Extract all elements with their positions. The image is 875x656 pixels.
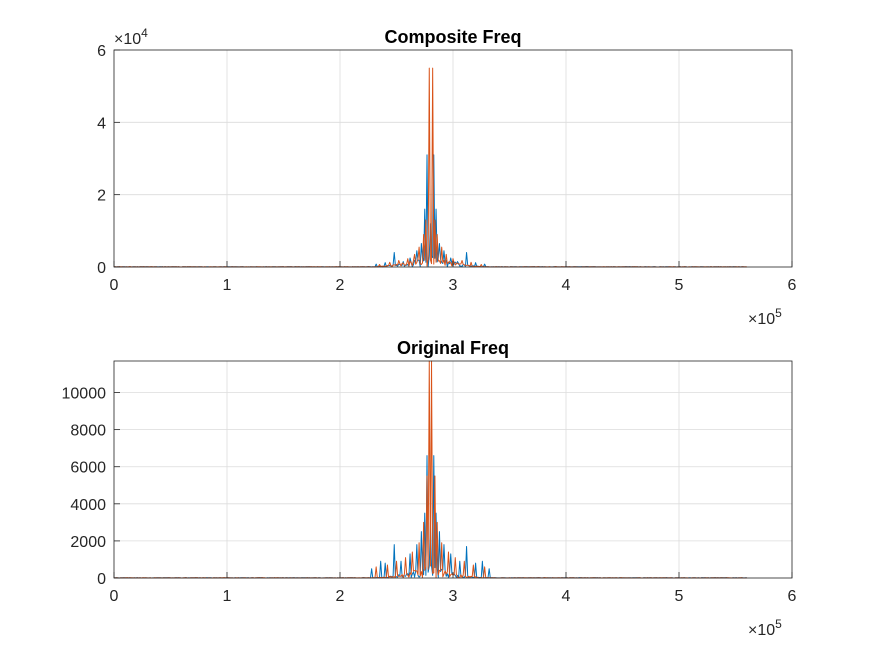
x-tick-label: 6 bbox=[788, 277, 797, 294]
x-tick-label: 0 bbox=[110, 588, 119, 605]
x-tick-labels: 0 1 2 3 4 5 6 bbox=[110, 261, 797, 294]
chart-title: Original Freq bbox=[397, 338, 509, 358]
x-exponent-label: ×105 bbox=[748, 617, 782, 639]
y-exponent-label: ×104 bbox=[114, 26, 148, 48]
y-tick-label: 2 bbox=[97, 188, 106, 205]
chart-title: Composite Freq bbox=[384, 27, 521, 47]
x-tick-label: 2 bbox=[336, 277, 345, 294]
x-tick-label: 1 bbox=[223, 588, 232, 605]
y-tick-label: 4 bbox=[97, 115, 106, 132]
y-tick-label: 8000 bbox=[70, 423, 106, 440]
x-tick-labels: 0 1 2 3 4 5 6 bbox=[110, 572, 797, 605]
y-tick-label: 0 bbox=[97, 571, 106, 588]
y-tick-label: 10000 bbox=[62, 386, 107, 403]
x-tick-label: 4 bbox=[562, 588, 571, 605]
grid bbox=[113, 361, 793, 579]
y-tick-label: 6000 bbox=[70, 460, 106, 477]
y-tick-label: 6 bbox=[97, 43, 106, 60]
x-tick-label: 0 bbox=[110, 277, 119, 294]
y-tick-label: 2000 bbox=[70, 534, 106, 551]
x-tick-label: 5 bbox=[675, 588, 684, 605]
x-tick-label: 5 bbox=[675, 277, 684, 294]
y-tick-label: 0 bbox=[97, 260, 106, 277]
x-tick-label: 6 bbox=[788, 588, 797, 605]
y-tick-labels: 0 2000 4000 6000 8000 10000 bbox=[62, 386, 120, 588]
plot-original-freq: 0 1 2 3 4 5 6 0 2000 4000 6000 8000 10000 Original … bbox=[62, 338, 797, 639]
x-tick-label: 1 bbox=[223, 277, 232, 294]
x-tick-label: 4 bbox=[562, 277, 571, 294]
plot-composite-freq: 0 1 2 3 4 5 6 0 2 4 6 Composite Freq ×104 ×105 bbox=[97, 26, 796, 328]
x-tick-label: 3 bbox=[449, 588, 458, 605]
y-tick-labels: 0 2 4 6 bbox=[97, 43, 120, 277]
x-tick-label: 2 bbox=[336, 588, 345, 605]
y-tick-label: 4000 bbox=[70, 497, 106, 514]
x-exponent-label: ×105 bbox=[748, 306, 782, 328]
x-tick-label: 3 bbox=[449, 277, 458, 294]
